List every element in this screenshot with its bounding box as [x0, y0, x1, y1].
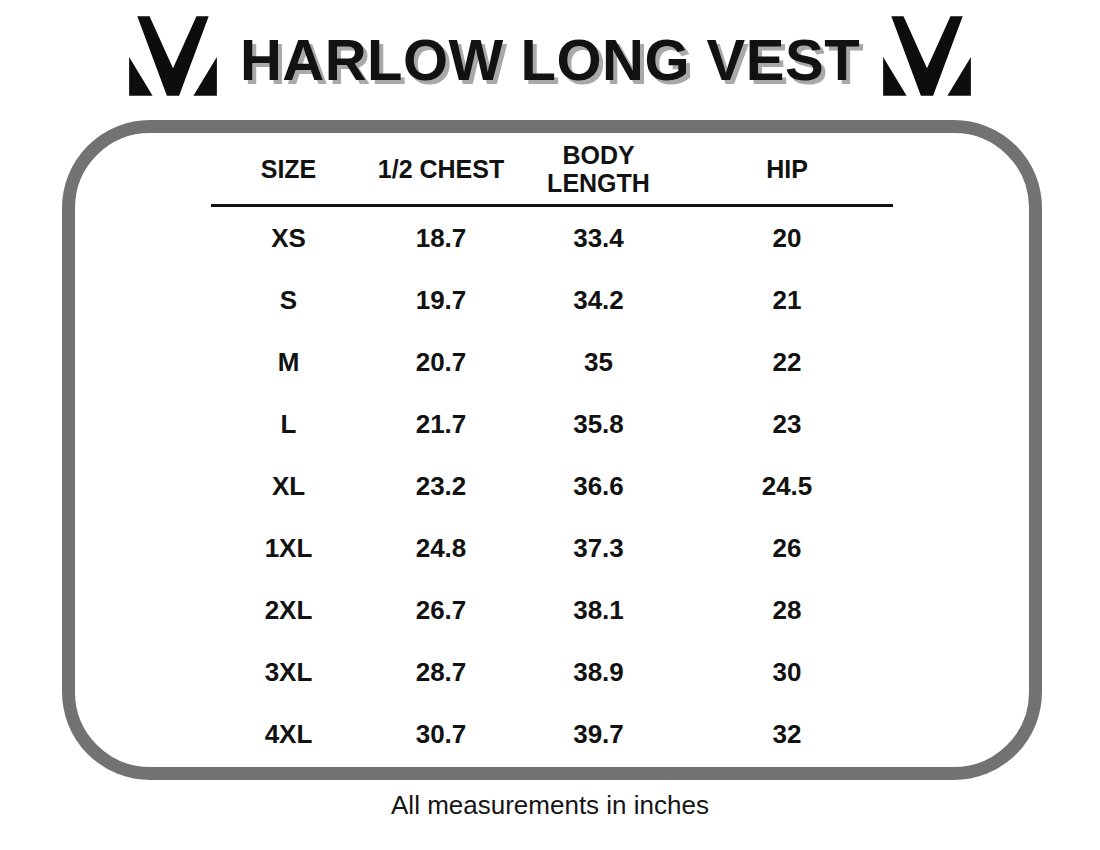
- size-chart-card: SIZE 1/2 CHEST BODY LENGTH HIP XS 18.7 3…: [62, 120, 1042, 780]
- cell-half-chest: 18.7: [366, 223, 516, 254]
- brand-logo-right-icon: [876, 14, 978, 104]
- column-header-hip: HIP: [681, 155, 893, 183]
- table-row: 2XL 26.7 38.1 28: [211, 579, 893, 641]
- cell-hip: 21: [681, 285, 893, 316]
- table-row: XL 23.2 36.6 24.5: [211, 455, 893, 517]
- cell-hip: 23: [681, 409, 893, 440]
- cell-body-length: 37.3: [516, 533, 681, 564]
- cell-body-length: 35.8: [516, 409, 681, 440]
- page-title: HARLOW LONG VEST: [240, 26, 860, 93]
- footer-note: All measurements in inches: [0, 790, 1100, 821]
- cell-hip: 28: [681, 595, 893, 626]
- table-row: 3XL 28.7 38.9 30: [211, 641, 893, 703]
- cell-half-chest: 28.7: [366, 657, 516, 688]
- cell-size: 4XL: [211, 719, 366, 750]
- table-row: L 21.7 35.8 23: [211, 393, 893, 455]
- cell-half-chest: 19.7: [366, 285, 516, 316]
- cell-hip: 20: [681, 223, 893, 254]
- size-chart-page: HARLOW LONG VEST SIZE 1/2 CHEST BODY LEN…: [0, 0, 1100, 850]
- cell-half-chest: 21.7: [366, 409, 516, 440]
- cell-body-length: 39.7: [516, 719, 681, 750]
- cell-size: 1XL: [211, 533, 366, 564]
- cell-hip: 30: [681, 657, 893, 688]
- table-row: 1XL 24.8 37.3 26: [211, 517, 893, 579]
- cell-size: L: [211, 409, 366, 440]
- column-header-body-length: BODY LENGTH: [516, 141, 681, 197]
- cell-hip: 32: [681, 719, 893, 750]
- cell-half-chest: 26.7: [366, 595, 516, 626]
- table-row: M 20.7 35 22: [211, 331, 893, 393]
- table-header-row: SIZE 1/2 CHEST BODY LENGTH HIP: [211, 133, 893, 207]
- table-row: 4XL 30.7 39.7 32: [211, 703, 893, 765]
- cell-size: M: [211, 347, 366, 378]
- table-row: S 19.7 34.2 21: [211, 269, 893, 331]
- column-header-size: SIZE: [211, 155, 366, 183]
- cell-half-chest: 24.8: [366, 533, 516, 564]
- header: HARLOW LONG VEST: [0, 10, 1100, 108]
- cell-body-length: 35: [516, 347, 681, 378]
- cell-hip: 22: [681, 347, 893, 378]
- table-body: XS 18.7 33.4 20 S 19.7 34.2 21 M 20.7 35…: [211, 207, 893, 765]
- column-header-half-chest: 1/2 CHEST: [366, 155, 516, 183]
- cell-body-length: 36.6: [516, 471, 681, 502]
- cell-half-chest: 30.7: [366, 719, 516, 750]
- cell-body-length: 38.1: [516, 595, 681, 626]
- cell-half-chest: 23.2: [366, 471, 516, 502]
- cell-body-length: 38.9: [516, 657, 681, 688]
- size-table: SIZE 1/2 CHEST BODY LENGTH HIP XS 18.7 3…: [211, 133, 893, 765]
- cell-hip: 24.5: [681, 471, 893, 502]
- cell-hip: 26: [681, 533, 893, 564]
- brand-logo-left-icon: [122, 14, 224, 104]
- table-row: XS 18.7 33.4 20: [211, 207, 893, 269]
- cell-size: 2XL: [211, 595, 366, 626]
- cell-size: XL: [211, 471, 366, 502]
- cell-size: 3XL: [211, 657, 366, 688]
- cell-size: XS: [211, 223, 366, 254]
- cell-body-length: 34.2: [516, 285, 681, 316]
- cell-size: S: [211, 285, 366, 316]
- cell-half-chest: 20.7: [366, 347, 516, 378]
- cell-body-length: 33.4: [516, 223, 681, 254]
